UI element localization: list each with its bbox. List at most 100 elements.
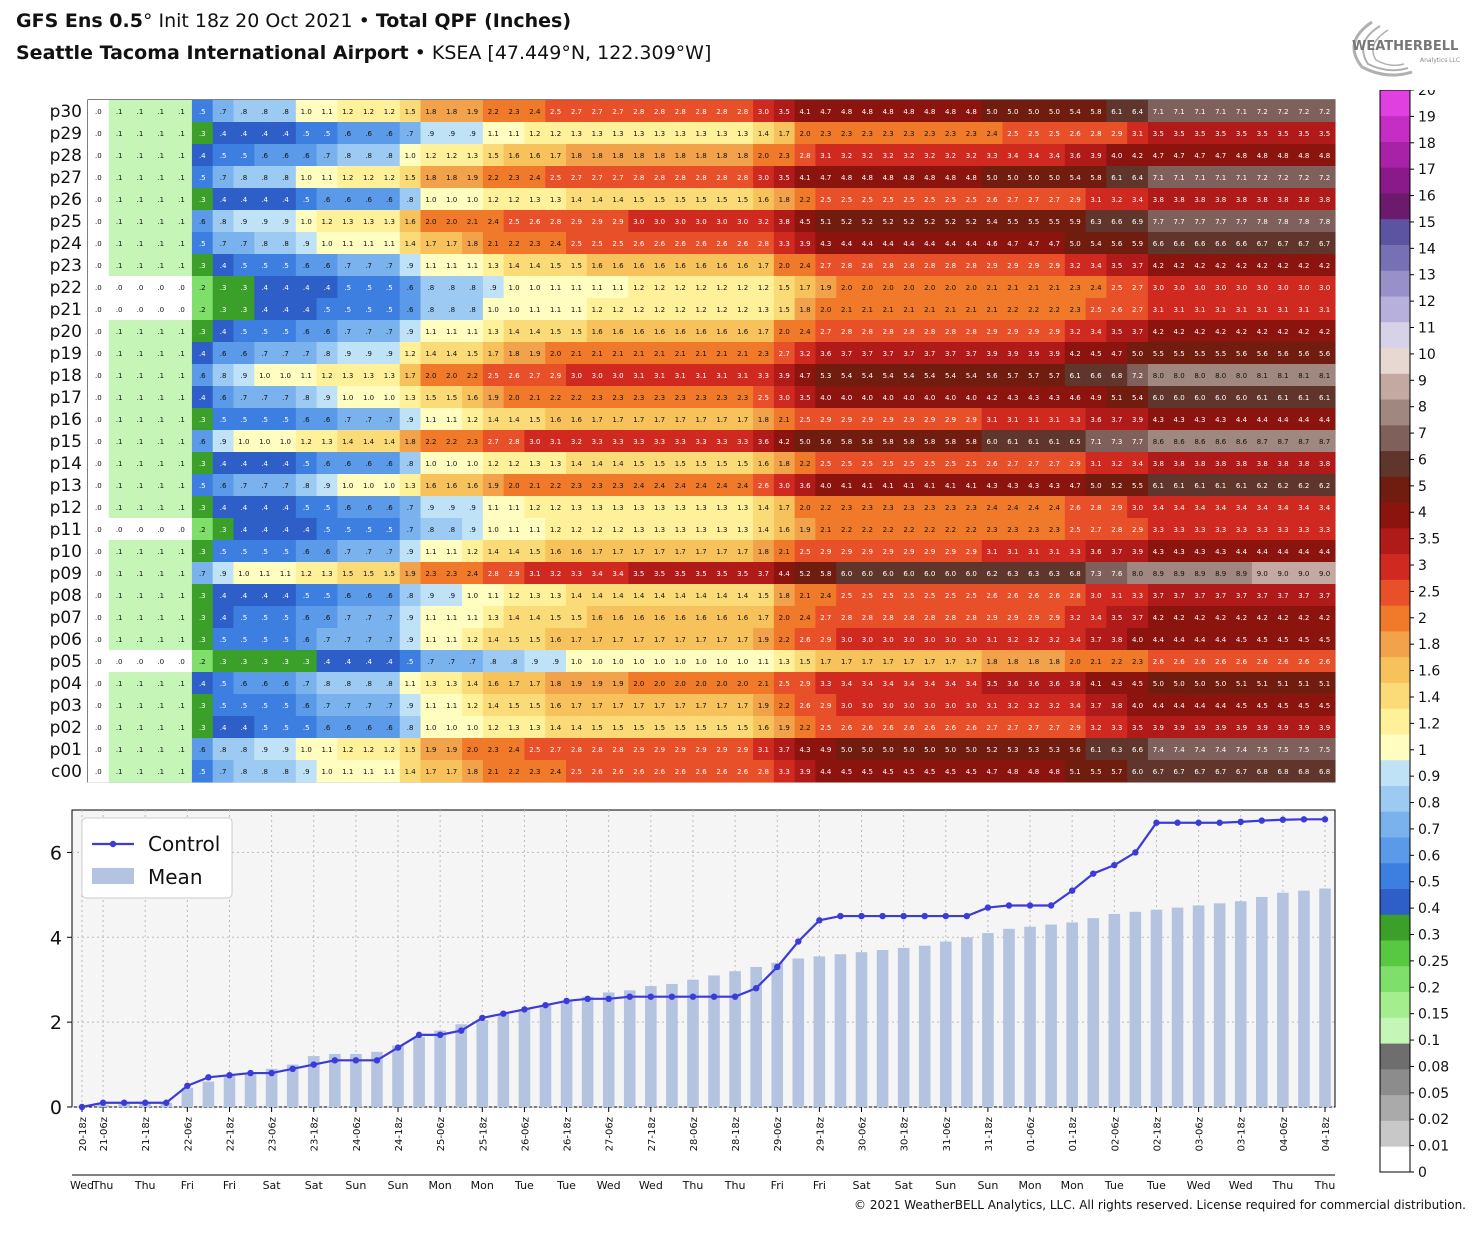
cell-value: .7	[386, 636, 393, 644]
cell-value: 2.6	[799, 702, 811, 710]
heatmap-cell	[898, 474, 920, 497]
control-point	[858, 912, 865, 920]
cell-value: .7	[386, 416, 393, 424]
cell-value: .1	[157, 592, 164, 600]
cell-value: 2.5	[612, 240, 623, 248]
cell-value: 3.1	[654, 372, 665, 380]
cell-value: 1.6	[550, 416, 562, 424]
cell-value: 1.5	[654, 724, 665, 732]
cell-value: .1	[116, 438, 123, 446]
cell-value: 2.1	[529, 482, 540, 490]
cell-value: 2.4	[508, 746, 520, 754]
heatmap-cell	[1106, 122, 1128, 145]
logo-subtext: Analytics LLC	[1420, 57, 1460, 64]
cell-value: .5	[282, 702, 289, 710]
heatmap-cell	[794, 100, 816, 123]
heatmap-cell	[898, 210, 920, 233]
heatmap-cell	[171, 386, 193, 409]
mean-bar	[392, 1045, 404, 1107]
heatmap-cell	[420, 518, 442, 541]
heatmap-cell	[960, 122, 983, 145]
cell-value: 1.7	[592, 416, 603, 424]
heatmap-cell	[378, 452, 401, 475]
cell-value: 4.4	[1174, 702, 1186, 710]
cell-value: 7.1	[1236, 174, 1247, 182]
cell-value: 2.0	[862, 284, 873, 292]
control-point	[247, 1069, 254, 1077]
heatmap-cell	[877, 232, 899, 255]
cell-value: 1.6	[446, 482, 458, 490]
heatmap-cell	[1127, 518, 1149, 541]
cell-value: 1.3	[571, 130, 582, 138]
cell-value: 2.7	[1007, 724, 1018, 732]
heatmap-cell	[1231, 166, 1253, 189]
cell-value: .1	[137, 108, 144, 116]
heatmap-cell	[503, 232, 525, 255]
heatmap-cell	[960, 408, 983, 431]
cell-value: 5.6	[1277, 350, 1289, 358]
heatmap-cell	[1106, 276, 1128, 299]
heatmap-cell	[150, 496, 172, 519]
heatmap-cell	[1189, 540, 1211, 563]
heatmap-cell	[254, 276, 276, 299]
cell-value: .0	[95, 262, 102, 270]
cell-value: 1.7	[737, 416, 748, 424]
cell-value: .8	[469, 306, 476, 314]
cell-value: 2.4	[1007, 504, 1019, 512]
heatmap-cell	[898, 298, 920, 321]
cell-value: .7	[282, 394, 289, 402]
cell-value: 2.8	[945, 262, 956, 270]
heatmap-cell	[877, 254, 899, 277]
cell-value: .7	[324, 152, 331, 160]
cell-value: 2.7	[1049, 460, 1060, 468]
heatmap-cell	[836, 144, 858, 167]
cell-value: .1	[178, 108, 185, 116]
cell-value: 1.7	[612, 548, 623, 556]
cell-value: .9	[448, 130, 455, 138]
heatmap-cell	[88, 320, 110, 343]
cell-value: .6	[324, 548, 331, 556]
heatmap-cell	[960, 210, 983, 233]
heatmap-cell	[1314, 342, 1336, 365]
cell-value: 3.7	[1111, 416, 1122, 424]
cell-value: .1	[178, 724, 185, 732]
heatmap-cell	[1251, 276, 1274, 299]
heatmap-cell	[794, 518, 816, 541]
cell-value: 7.8	[1257, 218, 1268, 226]
cell-value: 2.9	[1111, 130, 1122, 138]
heatmap-cell	[1251, 298, 1274, 321]
heatmap-cell	[1002, 122, 1024, 145]
control-point	[984, 904, 992, 911]
heatmap-cell	[233, 342, 255, 365]
cell-value: 3.1	[1090, 196, 1101, 204]
cell-value: 2.0	[779, 328, 790, 336]
heatmap-cell	[1127, 188, 1149, 211]
cell-value: 4.4	[966, 240, 978, 248]
heatmap-cell	[275, 430, 297, 453]
cell-value: 7.6	[1111, 570, 1123, 578]
heatmap-cell	[1085, 408, 1107, 431]
cell-value: 2.8	[966, 262, 977, 270]
mean-bar	[434, 1030, 446, 1107]
cell-value: 1.3	[633, 504, 644, 512]
heatmap-cell	[503, 562, 525, 585]
heatmap-cell	[1189, 276, 1211, 299]
cell-value: 2.6	[883, 724, 895, 732]
day-label: Sat	[852, 1179, 871, 1192]
heatmap-cell	[919, 386, 941, 409]
heatmap-cell	[233, 276, 255, 299]
cell-value: 3.1	[1049, 548, 1060, 556]
cell-value: .1	[178, 570, 185, 578]
cell-value: .0	[95, 372, 102, 380]
heatmap-cell	[254, 474, 276, 497]
heatmap-cell	[503, 430, 525, 453]
cell-value: .5	[220, 548, 227, 556]
heatmap-cell	[794, 430, 816, 453]
cell-value: 4.0	[903, 394, 914, 402]
cell-value: 1.5	[488, 152, 499, 160]
cell-value: 2.5	[799, 416, 810, 424]
heatmap-cell	[856, 320, 879, 343]
cell-value: .9	[365, 350, 372, 358]
cell-value: 1.8	[405, 438, 416, 446]
cell-value: 5.4	[841, 372, 853, 380]
